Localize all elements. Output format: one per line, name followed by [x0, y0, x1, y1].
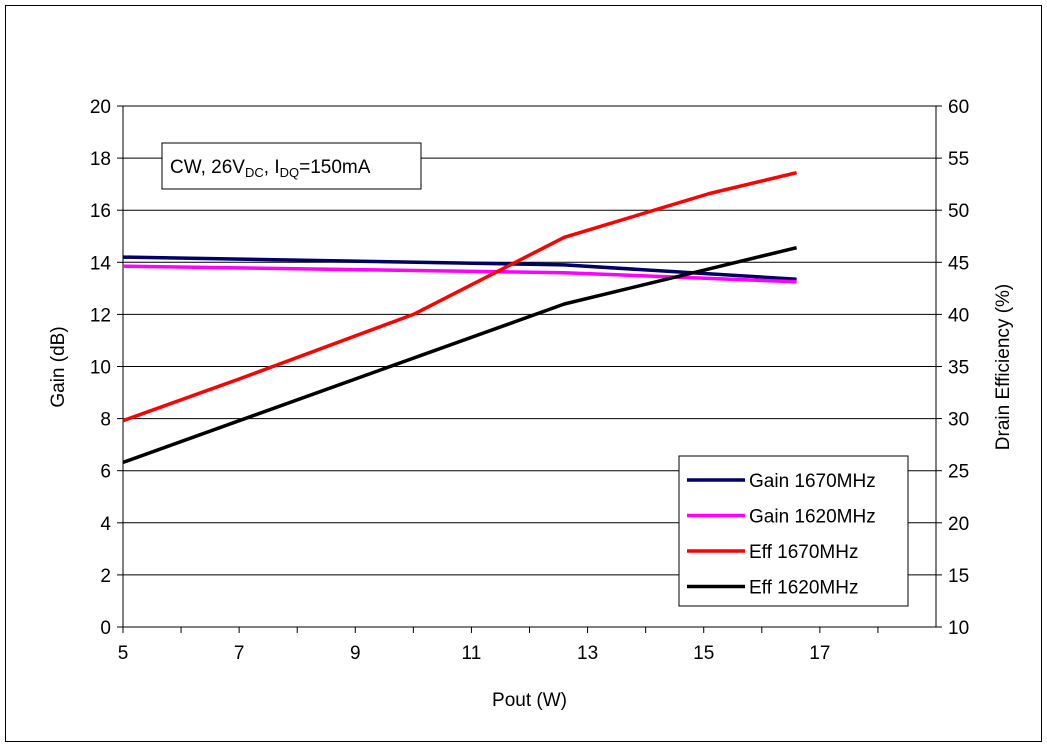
- x-tick-label: 13: [577, 643, 598, 664]
- y-tick-label-left: 4: [100, 514, 111, 535]
- x-tick-label: 11: [462, 643, 482, 664]
- series-line-0: [122, 255, 797, 281]
- legend-label: Gain 1670MHz: [749, 471, 876, 492]
- y-tick-label-right: 15: [948, 566, 969, 587]
- y-tick-label-left: 2: [100, 566, 111, 587]
- y-tick-label-left: 14: [90, 253, 112, 274]
- y-tick-label-right: 50: [948, 201, 969, 222]
- series-line-1: [122, 264, 797, 284]
- y-tick-label-right: 45: [948, 253, 969, 274]
- y-tick-label-left: 6: [100, 462, 111, 483]
- chart-frame: 0 2 4 6 8 10 12 14 16 18 20 10 15 20 25 30 35 40 45 50 55 60 5…: [5, 5, 1042, 742]
- x-tick-label: 5: [118, 643, 129, 664]
- series-line-2: [122, 170, 798, 423]
- y-tick-label-right: 20: [948, 514, 969, 535]
- chart-svg: 0 2 4 6 8 10 12 14 16 18 20 10 15 20 25 30 35 40 45 50 55 60 5…: [5, 5, 1042, 742]
- x-tick-label: 7: [234, 643, 245, 664]
- y-tick-label-right: 30: [948, 410, 969, 431]
- y-axis-title: Gain (dB): [48, 326, 69, 407]
- legend-label: Gain 1620MHz: [749, 507, 876, 528]
- y-tick-label-right: 60: [948, 97, 969, 118]
- series-line-3: [122, 245, 798, 465]
- x-tick-label: 17: [809, 643, 830, 664]
- y-tick-label-right: 55: [948, 149, 969, 170]
- y-tick-label-left: 12: [90, 305, 111, 326]
- x-axis-title: Pout (W): [492, 690, 567, 711]
- annotation-text: CW, 26VDC, IDQ=150mA: [170, 157, 371, 180]
- y-tick-label-right: 25: [948, 462, 969, 483]
- legend-label: Eff 1620MHz: [749, 578, 858, 599]
- y-tick-label-right: 40: [948, 305, 969, 326]
- y-tick-label-right: 35: [948, 358, 969, 379]
- y-tick-label-left: 20: [90, 97, 111, 118]
- y2-axis-title: Drain Efficiency (%): [993, 284, 1014, 450]
- legend: Gain 1670MHz Gain 1620MHz Eff 1670MHz Eff 1…: [678, 455, 909, 607]
- y-tick-label-left: 16: [90, 201, 111, 222]
- x-tick-label: 9: [350, 643, 361, 664]
- legend-label: Eff 1670MHz: [749, 542, 858, 563]
- y-tick-label-left: 0: [100, 618, 111, 639]
- annotation-box: [161, 142, 422, 190]
- y-tick-label-left: 10: [90, 358, 111, 379]
- annotation: CW, 26VDC, IDQ=150mA: [161, 142, 422, 190]
- x-tick-label: 15: [693, 643, 714, 664]
- y-tick-label-left: 8: [100, 410, 111, 431]
- y-tick-label-right: 10: [948, 618, 969, 639]
- y-tick-label-left: 18: [90, 149, 111, 170]
